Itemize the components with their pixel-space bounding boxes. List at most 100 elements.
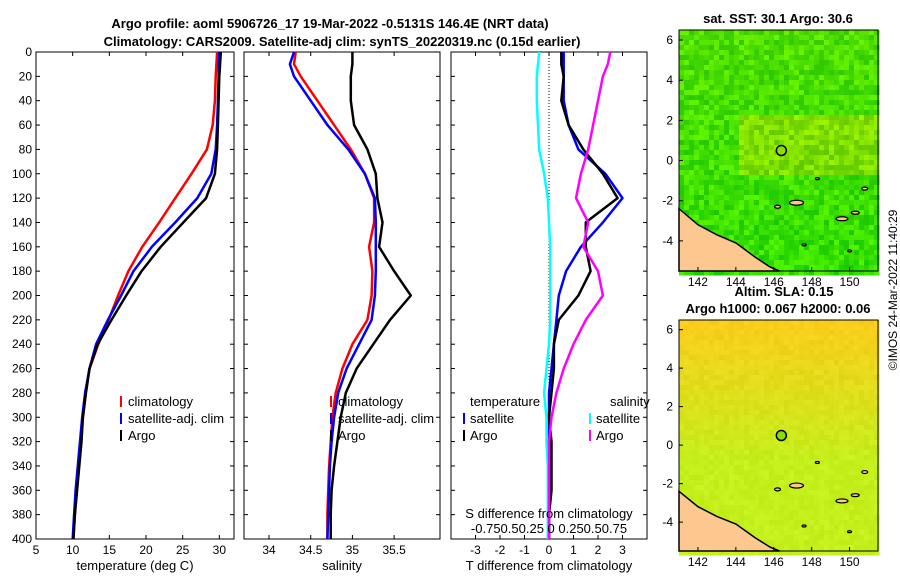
map-cell bbox=[754, 365, 760, 371]
map-cell bbox=[689, 345, 695, 351]
map-cell bbox=[719, 350, 725, 356]
map-cell bbox=[869, 380, 875, 386]
map-cell bbox=[759, 410, 765, 416]
map-cell bbox=[724, 450, 730, 456]
map-cell bbox=[834, 485, 840, 491]
map-cell bbox=[744, 465, 750, 471]
map-cell bbox=[719, 415, 725, 421]
map-cell bbox=[709, 355, 715, 361]
credit-text: ©IMOS 24-Mar-2022 11:40:29 bbox=[886, 209, 900, 370]
map-cell bbox=[829, 420, 835, 426]
map-cell bbox=[864, 255, 870, 261]
map-cell bbox=[699, 150, 705, 156]
map-cell bbox=[809, 340, 815, 346]
map-cell bbox=[764, 505, 770, 511]
map-cell bbox=[794, 190, 800, 196]
map-cell bbox=[854, 90, 860, 96]
map-cell bbox=[799, 350, 805, 356]
map-cell bbox=[849, 65, 855, 71]
map-cell bbox=[864, 530, 870, 536]
map-cell bbox=[819, 50, 825, 56]
map-cell bbox=[824, 520, 830, 526]
map-cell bbox=[709, 65, 715, 71]
map-cell bbox=[874, 175, 880, 181]
map-cell bbox=[864, 120, 870, 126]
map-cell bbox=[744, 370, 750, 376]
map-cell bbox=[839, 495, 845, 501]
map-cell bbox=[689, 340, 695, 346]
map-cell bbox=[834, 475, 840, 481]
map-cell bbox=[754, 450, 760, 456]
map-cell bbox=[749, 65, 755, 71]
map-cell bbox=[704, 140, 710, 146]
map-cell bbox=[829, 510, 835, 516]
map-cell bbox=[684, 455, 690, 461]
x-tick-label: 25 bbox=[176, 543, 190, 557]
map-cell bbox=[739, 45, 745, 51]
map-cell bbox=[844, 230, 850, 236]
map-cell bbox=[869, 345, 875, 351]
map-cell bbox=[769, 495, 775, 501]
map-cell bbox=[869, 35, 875, 41]
map-cell bbox=[704, 375, 710, 381]
map-cell bbox=[764, 535, 770, 541]
map-cell bbox=[804, 355, 810, 361]
map-cell bbox=[869, 50, 875, 56]
map-cell bbox=[729, 140, 735, 146]
map-cell bbox=[854, 120, 860, 126]
map-cell bbox=[814, 215, 820, 221]
map-cell bbox=[784, 105, 790, 111]
map-cell bbox=[769, 420, 775, 426]
map-cell bbox=[874, 345, 880, 351]
map-cell bbox=[834, 515, 840, 521]
map-cell bbox=[764, 200, 770, 206]
map-cell bbox=[839, 460, 845, 466]
map-cell bbox=[824, 255, 830, 261]
map-cell bbox=[844, 550, 850, 556]
map-cell bbox=[874, 375, 880, 381]
map-cell bbox=[809, 455, 815, 461]
map-cell bbox=[739, 175, 745, 181]
map-cell bbox=[839, 520, 845, 526]
map-cell bbox=[764, 550, 770, 556]
map-cell bbox=[749, 185, 755, 191]
map-cell bbox=[779, 225, 785, 231]
map-cell bbox=[819, 495, 825, 501]
map-cell bbox=[819, 320, 825, 326]
map-cell bbox=[744, 425, 750, 431]
map-cell bbox=[739, 360, 745, 366]
map-cell bbox=[724, 70, 730, 76]
map-cell bbox=[699, 185, 705, 191]
map-cell bbox=[784, 410, 790, 416]
legend-argo: Argo bbox=[338, 428, 365, 443]
map-cell bbox=[819, 340, 825, 346]
map-cell bbox=[849, 135, 855, 141]
map-cell bbox=[814, 65, 820, 71]
map-cell bbox=[794, 240, 800, 246]
map-cell bbox=[844, 490, 850, 496]
map-cell bbox=[834, 160, 840, 166]
map-cell bbox=[844, 445, 850, 451]
map-cell bbox=[679, 85, 685, 91]
map-cell bbox=[809, 40, 815, 46]
map-cell bbox=[804, 215, 810, 221]
map-cell bbox=[774, 200, 780, 206]
map-cell bbox=[824, 65, 830, 71]
map-cell bbox=[764, 235, 770, 241]
map-cell bbox=[689, 385, 695, 391]
map-cell bbox=[804, 200, 810, 206]
map-cell bbox=[804, 110, 810, 116]
map-cell bbox=[724, 55, 730, 61]
map-cell bbox=[784, 365, 790, 371]
map-cell bbox=[829, 495, 835, 501]
map-cell bbox=[799, 265, 805, 271]
map-cell bbox=[704, 410, 710, 416]
map-cell bbox=[839, 475, 845, 481]
map-cell bbox=[814, 85, 820, 91]
map-cell bbox=[684, 550, 690, 556]
map-cell bbox=[729, 320, 735, 326]
map-cell bbox=[744, 500, 750, 506]
map-cell bbox=[789, 365, 795, 371]
map-cell bbox=[709, 125, 715, 131]
map-cell bbox=[799, 505, 805, 511]
